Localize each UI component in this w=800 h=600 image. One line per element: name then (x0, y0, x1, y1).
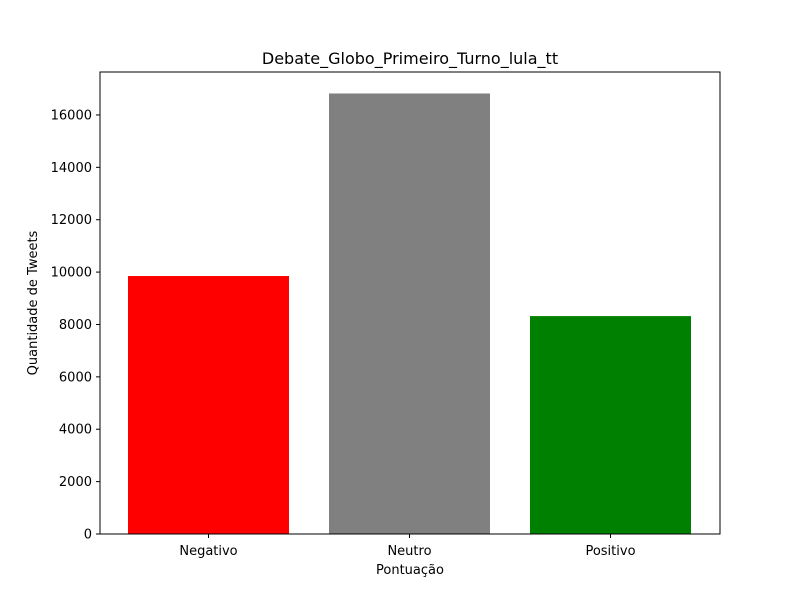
x-tick-label-positivo: Positivo (585, 544, 635, 559)
y-axis: 0 2000 4000 6000 8000 10000 12000 14000 16000 (51, 108, 100, 543)
x-axis-label: Pontuação (376, 563, 444, 578)
y-tick-label-4000: 4000 (59, 423, 92, 438)
y-axis-label: Quantidade de Tweets (26, 230, 41, 375)
y-tick-label-12000: 12000 (51, 213, 92, 228)
bar-negativo (128, 276, 289, 534)
bar-positivo (530, 316, 691, 534)
x-axis: Negativo Neutro Positivo (179, 534, 636, 559)
y-tick-label-0: 0 (84, 528, 92, 543)
y-tick-label-14000: 14000 (51, 161, 92, 176)
x-tick-label-neutro: Neutro (387, 544, 431, 559)
x-tick-label-negativo: Negativo (179, 544, 237, 559)
y-tick-label-2000: 2000 (59, 475, 92, 490)
bar-neutro (329, 93, 490, 534)
y-tick-label-10000: 10000 (51, 266, 92, 281)
y-tick-label-16000: 16000 (51, 108, 92, 123)
y-tick-label-8000: 8000 (59, 318, 92, 333)
y-tick-label-6000: 6000 (59, 370, 92, 385)
bars-group (128, 93, 691, 534)
chart-title: Debate_Globo_Primeiro_Turno_lula_tt (262, 49, 558, 69)
